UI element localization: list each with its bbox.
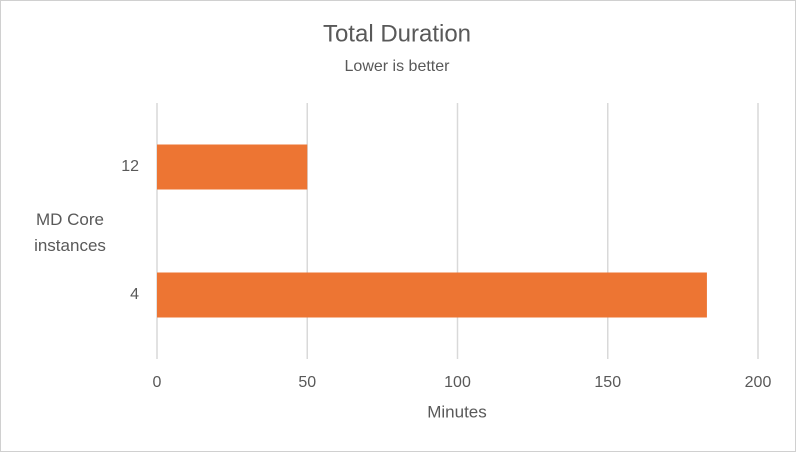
chart-title: Total Duration (323, 20, 471, 47)
y-axis-label: MD Core instances (34, 210, 106, 255)
bar (157, 144, 308, 190)
bar (157, 272, 707, 318)
x-tick-label: 200 (745, 374, 772, 391)
x-tick-label: 50 (298, 374, 316, 391)
y-tick-label: 4 (130, 286, 139, 303)
x-tick-label: 100 (444, 374, 471, 391)
x-tick-label: 0 (153, 374, 162, 391)
x-axis-label: Minutes (427, 402, 487, 421)
chart-subtitle: Lower is better (345, 58, 451, 75)
y-tick-label: 12 (121, 158, 139, 175)
x-tick-label: 150 (594, 374, 621, 391)
